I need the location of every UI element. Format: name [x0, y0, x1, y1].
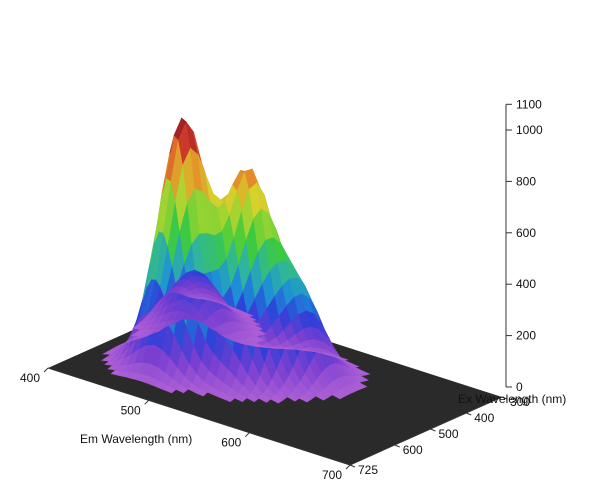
- z-tick-label: 1100: [516, 97, 542, 111]
- ex-tick: [349, 464, 356, 468]
- surface-cell: [249, 324, 263, 331]
- em-tick: [43, 367, 49, 373]
- surface-cell: [336, 357, 349, 361]
- z-tick-label: 200: [516, 329, 536, 343]
- z-tick-label: 1000: [516, 123, 543, 137]
- surface-cell: [353, 382, 368, 389]
- axes: 400 500 600 700 300 400 500 600 725 0 200 400 600 800…: [20, 97, 543, 480]
- em-tick: [345, 464, 351, 470]
- surface-cell: [240, 312, 254, 317]
- surface-plot: [101, 117, 371, 404]
- ex-tick-label: 500: [438, 427, 458, 441]
- ex-tick: [394, 444, 400, 448]
- surface-cell: [355, 375, 369, 382]
- z-tick-label: 400: [516, 277, 536, 291]
- z-tick-label: 600: [516, 226, 536, 240]
- ex-tick: [466, 412, 472, 416]
- em-tick-label: 500: [121, 403, 141, 417]
- ex-axis-title: Ex Wavelength (nm): [458, 392, 566, 406]
- surface-cell: [252, 329, 267, 336]
- ex-tick-label: 600: [403, 443, 423, 457]
- em-axis-line: [47, 367, 351, 466]
- surface-cell: [245, 320, 260, 326]
- surface-cell: [251, 335, 265, 342]
- em-tick-label: 700: [322, 468, 342, 480]
- em-tick: [144, 399, 150, 405]
- ex-tick-label: 300: [510, 395, 530, 409]
- em-tick: [244, 432, 250, 438]
- surface-cell: [356, 370, 371, 376]
- em-tick-label: 600: [221, 436, 241, 450]
- ex-tick-label: 725: [358, 463, 378, 477]
- ex-tick: [501, 396, 508, 400]
- z-tick-label: 0: [516, 380, 523, 394]
- ex-tick-label: 400: [474, 411, 494, 425]
- ex-axis-line: [349, 396, 503, 466]
- surface-cell: [346, 362, 359, 368]
- surface-cell: [243, 316, 257, 322]
- ex-tick: [430, 428, 436, 432]
- em-axis-title: Em Wavelength (nm): [80, 432, 192, 446]
- z-tick-label: 800: [516, 174, 536, 188]
- em-tick-label: 400: [20, 371, 40, 385]
